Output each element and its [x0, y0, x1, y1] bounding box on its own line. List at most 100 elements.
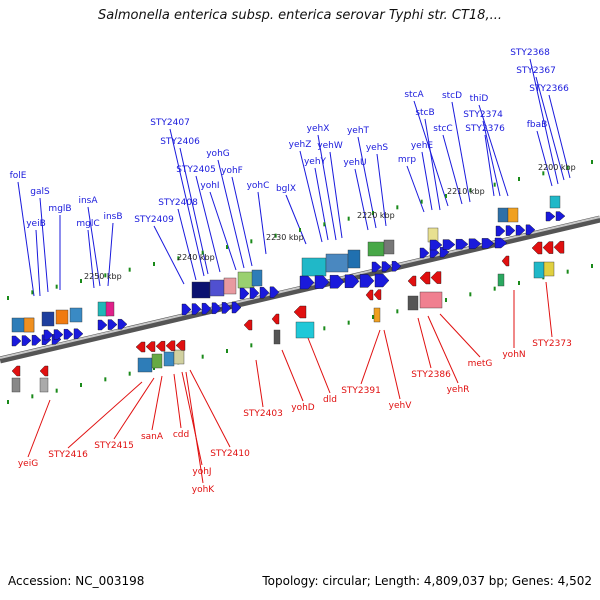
feature-block — [367, 241, 385, 257]
scale-label: 2220 kbp — [357, 211, 395, 220]
genome-title: Salmonella enterica subsp. enterica sero… — [98, 8, 502, 23]
gene-label: STY2386 — [411, 370, 451, 380]
gene-label: folE — [10, 171, 27, 181]
scale-label: 2230 kbp — [266, 233, 304, 242]
reverse-gene-arrow — [135, 341, 146, 353]
gene-leader-line — [329, 151, 343, 239]
gene-label: yeiB — [26, 219, 46, 229]
gene-label: yehR — [447, 385, 470, 395]
gene-label: yehV — [389, 401, 413, 411]
genome-map: 2200 kbp 2210 kbp 2220 kbp 2230 kbp 2240 kbp… — [0, 48, 600, 495]
feature-blocks — [11, 195, 561, 393]
forward-gene-arrow — [43, 329, 54, 341]
reverse-gene-arrow — [165, 340, 176, 351]
gene-leader-line — [17, 181, 35, 297]
forward-gene-arrow — [344, 274, 360, 288]
feature-block — [173, 349, 185, 365]
gene-label: mglC — [76, 219, 99, 229]
forward-gene-arrow — [495, 225, 506, 237]
feature-block — [137, 357, 153, 373]
gene-label: stcC — [433, 124, 452, 134]
gene-leader-line — [484, 134, 495, 197]
scale-label: 2200 kbp — [538, 163, 576, 172]
feature-block — [237, 271, 255, 289]
gene-leader-line — [314, 167, 329, 241]
gene-leader-line — [195, 175, 221, 273]
feature-block — [273, 329, 281, 345]
reverse-gene-arrow — [531, 241, 543, 255]
gene-label: STY2405 — [176, 165, 216, 175]
gene-arrows — [11, 211, 566, 377]
reverse-gene-arrow — [407, 275, 417, 287]
feature-block — [301, 257, 327, 277]
gene-label: STY2406 — [160, 137, 200, 147]
gene-leader-line — [67, 381, 143, 449]
reverse-gene-arrow — [155, 341, 166, 352]
forward-gene-arrow — [21, 335, 32, 346]
forward-gene-arrow — [525, 224, 536, 236]
gene-leader-line — [173, 373, 182, 429]
gene-label: STY2391 — [341, 386, 381, 396]
gene-label: mrp — [398, 155, 416, 165]
gene-leader-line — [285, 194, 307, 245]
forward-gene-arrow — [381, 261, 392, 272]
gene-leader-line — [113, 377, 155, 440]
gene-leader-line — [478, 104, 509, 197]
gene-leader-line — [181, 371, 203, 466]
forward-gene-arrow — [201, 303, 212, 315]
reverse-gene-arrow — [419, 271, 431, 285]
reverse-gene-arrow — [365, 289, 374, 301]
reverse-gene-arrow — [293, 305, 307, 319]
gene-label: cdd — [173, 430, 189, 440]
gene-label: yohK — [192, 485, 216, 495]
scale-label: 2240 kbp — [177, 253, 215, 262]
gene-label: yohJ — [192, 467, 211, 477]
gene-label: dld — [323, 395, 337, 405]
forward-gene-arrow — [429, 239, 443, 251]
forward-gene-arrow — [505, 225, 516, 236]
feature-block — [209, 279, 225, 297]
feature-block — [151, 353, 163, 369]
gene-label: thiD — [470, 94, 489, 104]
gene-label: yehW — [317, 141, 343, 151]
gene-label: yohN — [502, 350, 525, 360]
forward-gene-arrow — [249, 287, 260, 299]
gene-leader-line — [548, 94, 571, 179]
gene-label: STY2376 — [465, 124, 505, 134]
feature-block — [163, 351, 175, 367]
gene-leader-line — [177, 208, 197, 281]
feature-block — [543, 261, 555, 277]
gene-leader-line — [35, 229, 41, 297]
feature-block — [325, 253, 349, 273]
forward-gene-arrow — [221, 302, 232, 314]
gene-label: galS — [30, 187, 50, 197]
feature-block — [497, 207, 509, 223]
reverse-gene-arrow — [373, 289, 382, 300]
gene-leader-line — [424, 118, 441, 211]
gene-label: yehS — [366, 143, 389, 153]
gene-leader-line — [185, 371, 204, 484]
forward-gene-arrow — [211, 302, 222, 314]
gene-leader-line — [376, 153, 387, 227]
gene-label: STY2403 — [243, 409, 283, 419]
scale-label: 2250 kbp — [84, 272, 122, 281]
scale-label: 2210 kbp — [447, 187, 485, 196]
feature-block — [373, 307, 381, 323]
feature-block — [191, 281, 211, 299]
gene-label: insB — [103, 212, 122, 222]
gene-label: STY2416 — [48, 450, 88, 460]
gene-leader-line — [439, 313, 481, 358]
gene-label: STY2366 — [529, 84, 569, 94]
reverse-gene-arrow — [11, 365, 21, 377]
gene-leader-line — [307, 337, 331, 394]
forward-gene-arrow — [31, 335, 42, 346]
feature-block — [533, 261, 545, 279]
feature-block — [251, 269, 263, 287]
gene-leader-line — [87, 229, 95, 289]
gene-leader-line — [209, 191, 237, 271]
feature-block — [105, 301, 115, 317]
label-leaders — [17, 58, 571, 484]
forward-gene-arrow — [314, 275, 330, 289]
gene-leader-line — [153, 225, 185, 285]
gene-label: STY2407 — [150, 118, 190, 128]
